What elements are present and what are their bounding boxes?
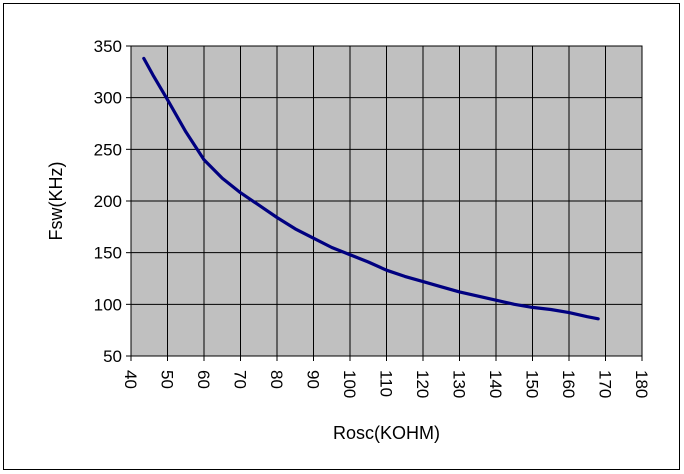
x-tick-label: 120 bbox=[413, 370, 432, 398]
y-tick-label: 100 bbox=[94, 295, 122, 314]
x-tick-label: 100 bbox=[340, 370, 359, 398]
y-tick-label: 50 bbox=[103, 347, 122, 366]
x-tick-label: 50 bbox=[158, 370, 177, 389]
y-tick-label: 300 bbox=[94, 89, 122, 108]
y-axis-title: Fsw(KHz) bbox=[46, 162, 66, 241]
y-tick-label: 150 bbox=[94, 244, 122, 263]
x-tick-label: 90 bbox=[304, 370, 323, 389]
x-tick-label: 80 bbox=[267, 370, 286, 389]
y-tick-label: 200 bbox=[94, 192, 122, 211]
x-axis-title: Rosc(KOHM) bbox=[333, 423, 440, 443]
x-tick-label: 160 bbox=[559, 370, 578, 398]
y-tick-label: 350 bbox=[94, 37, 122, 56]
x-tick-label: 110 bbox=[377, 370, 396, 397]
x-tick-label: 180 bbox=[632, 370, 651, 398]
series-line bbox=[142, 56, 600, 321]
x-tick-label: 140 bbox=[486, 370, 505, 398]
x-tick-label: 70 bbox=[231, 370, 250, 389]
x-tick-label: 130 bbox=[450, 370, 469, 398]
x-tick-label: 150 bbox=[523, 370, 542, 398]
x-tick-label: 170 bbox=[596, 370, 615, 398]
x-tick-label: 60 bbox=[194, 370, 213, 389]
x-tick-label: 40 bbox=[121, 370, 140, 389]
y-tick-label: 250 bbox=[94, 140, 122, 159]
